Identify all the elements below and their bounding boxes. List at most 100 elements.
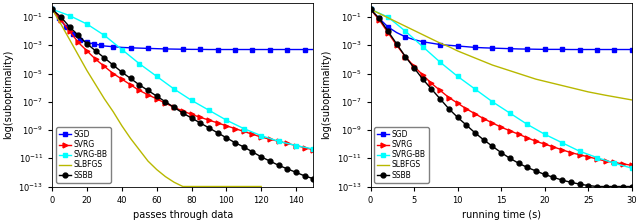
SSBB (428, 88, 435, 90)
SVRG (284, 142, 291, 145)
SVRG (401, 55, 409, 58)
SSBB (223, 136, 230, 139)
SVRG (92, 58, 100, 61)
SGD (55, 17, 63, 20)
SLBFGS (436, 42, 444, 45)
SSBB (196, 122, 204, 124)
SGD (401, 35, 409, 38)
SVRG (393, 44, 401, 47)
SVRG (74, 41, 82, 44)
SGD (558, 48, 566, 51)
SSBB (170, 106, 178, 109)
Line: SVRG-BB: SVRG-BB (50, 7, 316, 151)
Line: SVRG-BB: SVRG-BB (368, 7, 634, 171)
SLBFGS (454, 50, 461, 52)
SLBFGS (205, 185, 212, 188)
SSBB (118, 71, 125, 73)
SSBB (257, 155, 265, 158)
SSBB (275, 164, 282, 167)
Legend: SGD, SVRG, SVRG-BB, SLBFGS, SSBB: SGD, SVRG, SVRG-BB, SLBFGS, SSBB (56, 127, 111, 183)
SVRG (541, 143, 548, 145)
SVRG-BB (136, 62, 143, 65)
SLBFGS (83, 69, 91, 72)
SVRG-BB (223, 119, 230, 122)
Line: SGD: SGD (368, 7, 634, 52)
Legend: SGD, SVRG, SVRG-BB, SLBFGS, SSBB: SGD, SVRG, SVRG-BB, SLBFGS, SSBB (374, 127, 429, 183)
SVRG (57, 19, 65, 21)
SLBFGS (153, 168, 161, 171)
SLBFGS (384, 17, 392, 19)
X-axis label: passes through data: passes through data (132, 210, 233, 220)
SSBB (454, 116, 461, 119)
SSBB (419, 78, 427, 81)
SVRG-BB (118, 48, 125, 51)
SVRG (515, 133, 522, 136)
SGD (367, 8, 374, 11)
SSBB (188, 117, 195, 119)
SLBFGS (584, 91, 592, 93)
SLBFGS (109, 110, 117, 113)
SSBB (541, 173, 548, 176)
SSBB (214, 132, 221, 134)
SGD (524, 48, 531, 50)
SGD (153, 47, 161, 50)
SSBB (127, 77, 134, 80)
SVRG (49, 8, 56, 11)
SVRG (419, 74, 427, 76)
SSBB (506, 157, 514, 160)
SGD (611, 48, 618, 51)
SVRG-BB (593, 156, 601, 159)
SVRG-BB (188, 99, 195, 102)
SSBB (463, 124, 470, 126)
SSBB (445, 107, 452, 110)
SGD (310, 48, 317, 51)
SVRG (428, 82, 435, 85)
SSBB (532, 170, 540, 172)
SLBFGS (602, 94, 609, 97)
SLBFGS (515, 72, 522, 75)
SGD (97, 44, 105, 47)
SLBFGS (118, 124, 125, 127)
SSBB (49, 8, 56, 11)
SGD (602, 48, 609, 51)
SSBB (497, 151, 505, 154)
SVRG (367, 8, 374, 11)
SGD (567, 48, 575, 51)
SGD (231, 48, 239, 51)
SLBFGS (445, 45, 452, 48)
SLBFGS (410, 29, 418, 32)
SVRG-BB (488, 100, 496, 103)
SVRG (153, 98, 161, 100)
SSBB (488, 145, 496, 148)
SVRG (532, 140, 540, 143)
SVRG-BB (66, 14, 74, 17)
SSBB (74, 34, 82, 37)
SLBFGS (419, 33, 427, 36)
SLBFGS (179, 185, 187, 188)
SSBB (620, 185, 627, 188)
SVRG (109, 72, 117, 75)
SVRG (567, 151, 575, 154)
SSBB (558, 179, 566, 182)
SLBFGS (223, 185, 230, 188)
SLBFGS (231, 185, 239, 188)
Y-axis label: log(suboptimality): log(suboptimality) (3, 50, 13, 139)
SVRG (118, 78, 125, 81)
SSBB (284, 167, 291, 170)
SSBB (109, 64, 117, 66)
SVRG (196, 116, 204, 119)
SLBFGS (628, 99, 636, 101)
SGD (515, 48, 522, 50)
SVRG (471, 112, 479, 115)
SSBB (301, 175, 308, 177)
SVRG (127, 83, 134, 86)
SGD (480, 46, 488, 49)
SSBB (593, 185, 601, 188)
SLBFGS (575, 89, 583, 91)
SSBB (266, 160, 274, 162)
SGD (188, 48, 195, 51)
SLBFGS (488, 64, 496, 66)
SVRG-BB (292, 144, 300, 147)
SGD (179, 48, 187, 51)
SGD (73, 35, 81, 38)
